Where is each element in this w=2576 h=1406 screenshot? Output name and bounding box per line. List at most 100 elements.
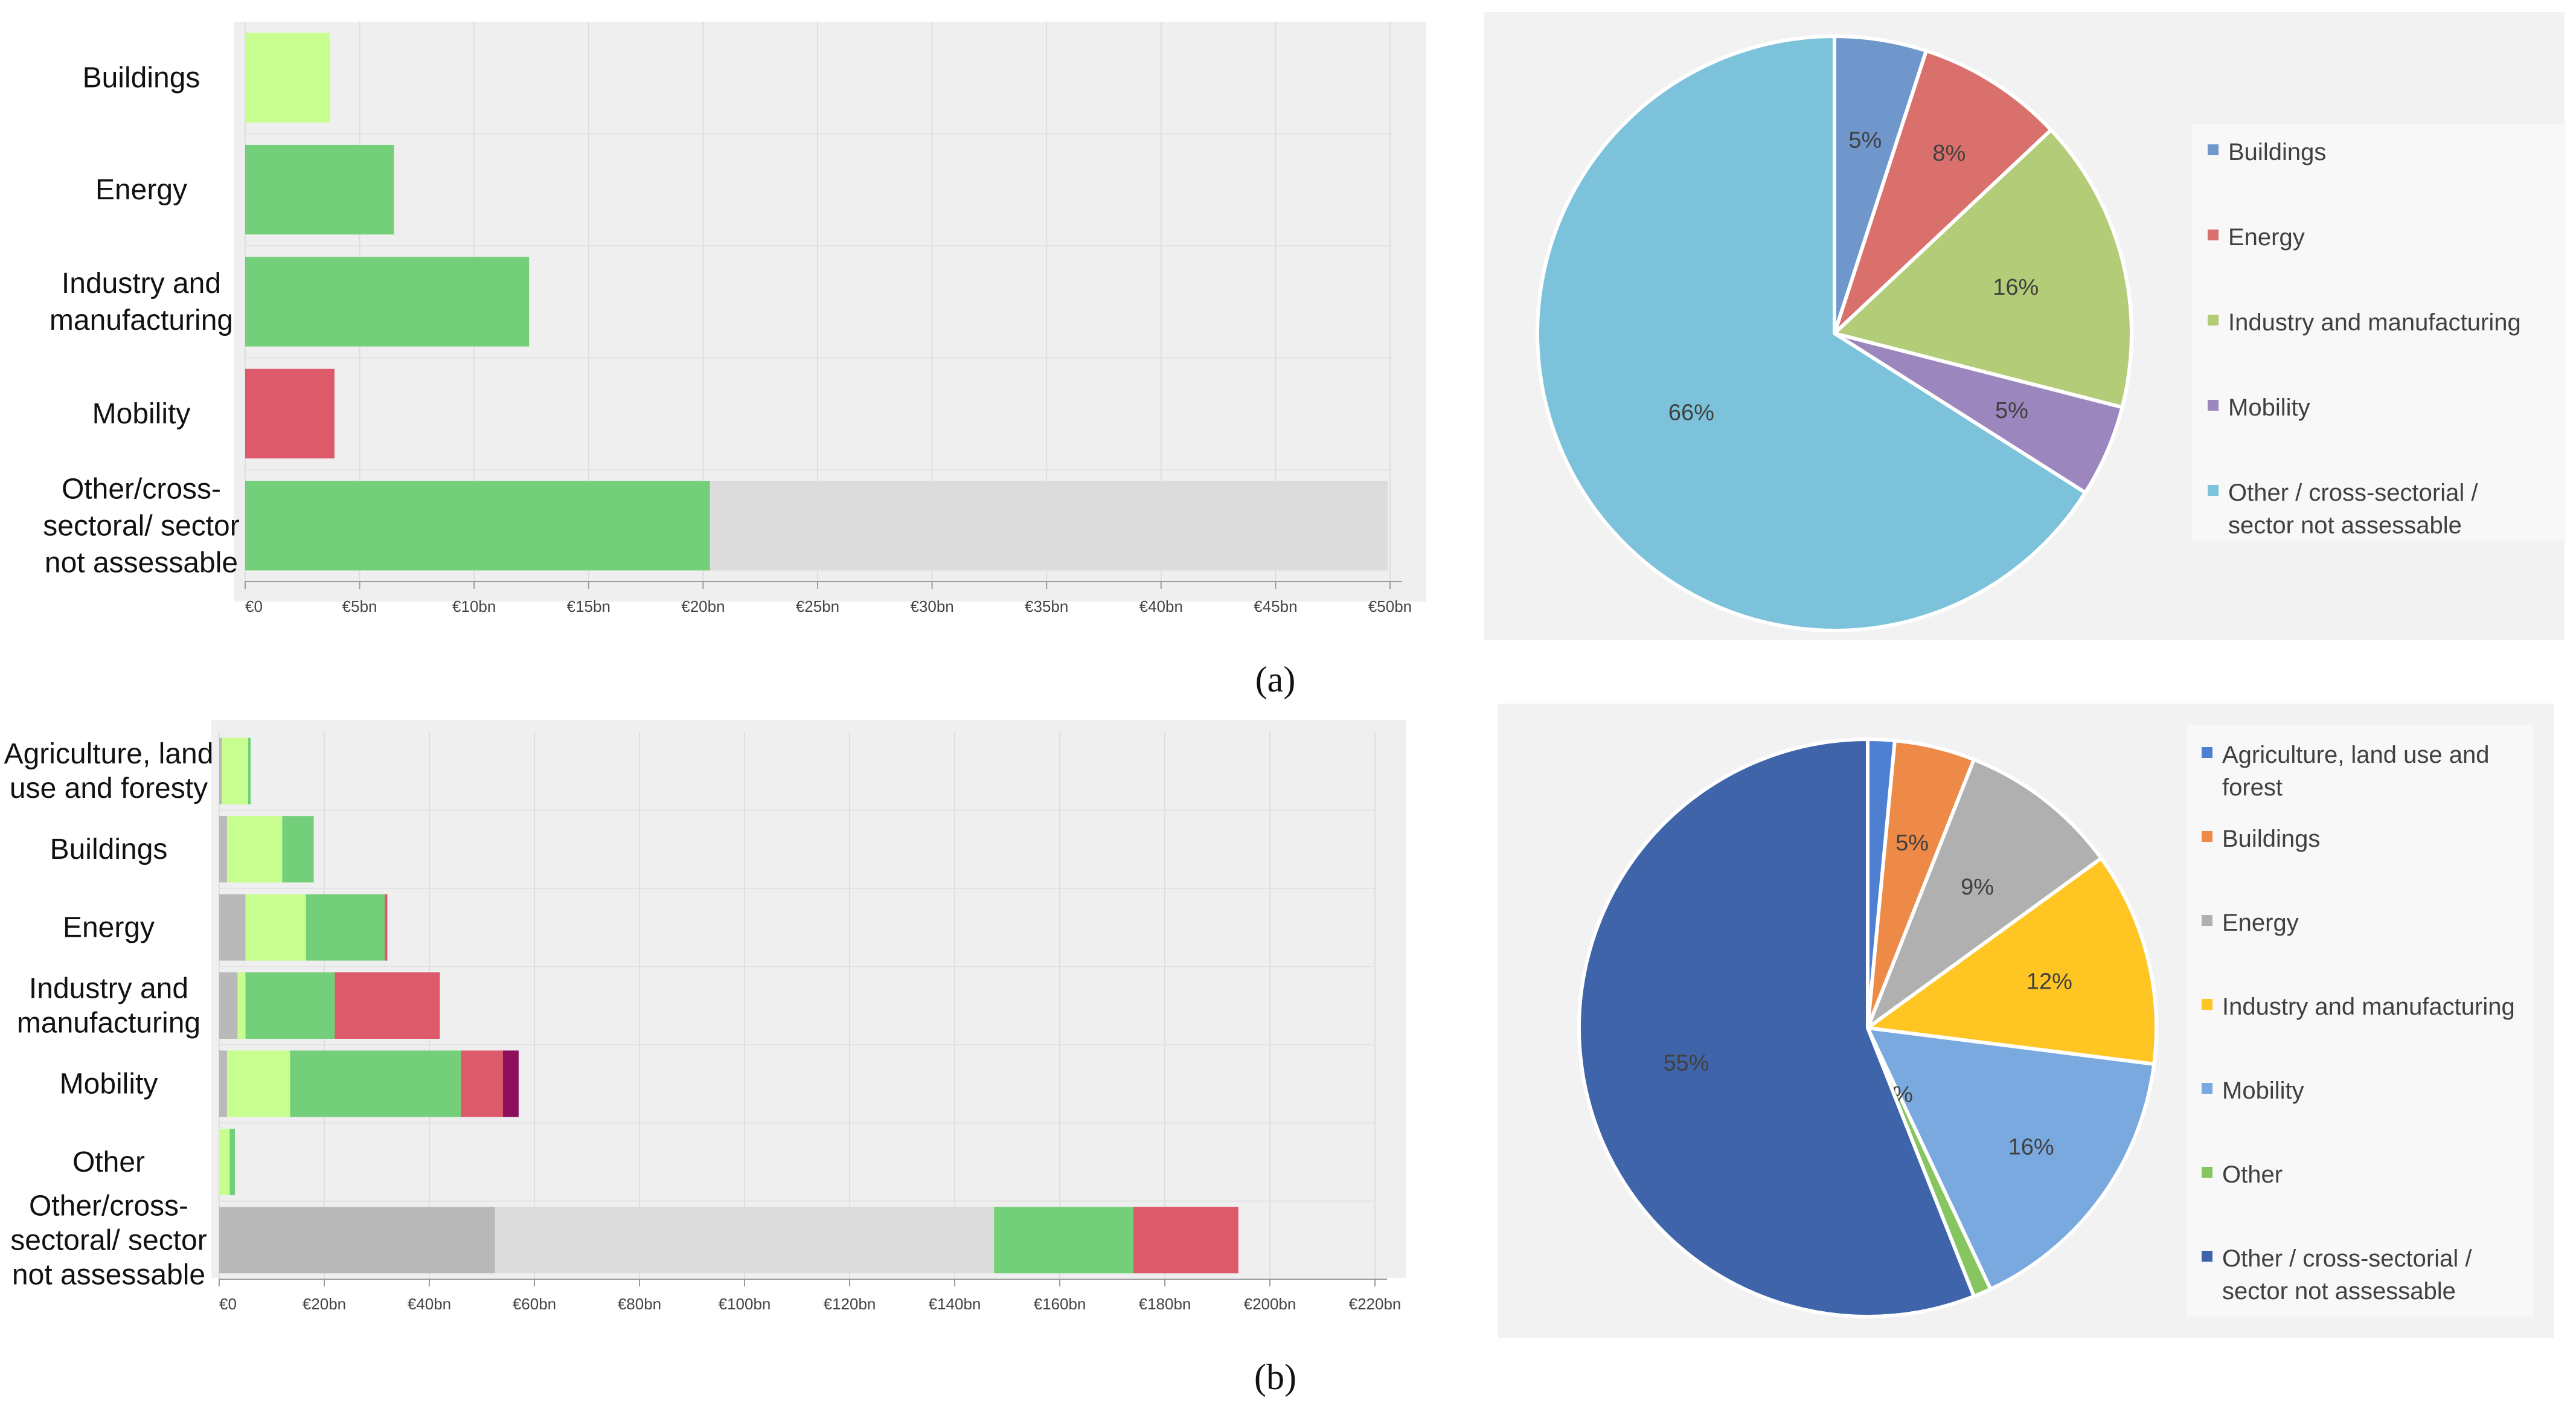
a-bar-tick-label: €5bn <box>342 597 377 615</box>
a-pie-slice-label: 66% <box>1668 400 1714 425</box>
a-bar-category-label: manufacturing <box>50 304 233 336</box>
b-bar-bar-green <box>306 894 385 961</box>
a-bar-tick-label: €45bn <box>1254 597 1297 615</box>
b-bar-tick-label: €0 <box>219 1295 237 1313</box>
a-pie-slice <box>1833 49 2053 335</box>
b-bar-tick-label: €140bn <box>929 1295 981 1313</box>
b-pie-slice-label: 55% <box>1663 1050 1709 1076</box>
b-bar-bar-light-green <box>227 816 283 883</box>
b-bar-bar-red <box>335 972 440 1039</box>
a-bar-category-label: Energy <box>95 174 187 206</box>
a-bar-category-label: Mobility <box>92 398 191 430</box>
a-pie-chart: 5% 8% 16% 5% 66% Buildings Energy Industry and … <box>1484 12 2566 640</box>
b-pie-legend-swatch <box>2202 1251 2212 1262</box>
b-pie-legend-label: Industry and manufacturing <box>2222 994 2515 1020</box>
b-pie-slice <box>1866 856 2158 1066</box>
a-pie-legend-swatch <box>2208 144 2219 155</box>
b-bar-bar-green <box>290 1050 461 1117</box>
a-pie-slice <box>1833 128 2133 409</box>
b-pie-legend-box <box>2186 725 2533 1317</box>
b-pie-slice-label: 16% <box>2008 1135 2054 1160</box>
b-pie-slice-label: 9% <box>1961 875 1994 900</box>
a-pie-slice-label: 16% <box>1993 275 2039 300</box>
b-bar-category-label: Other/cross- <box>29 1190 188 1222</box>
a-bar-category-label: Other/cross- <box>62 473 221 505</box>
b-pie-legend-swatch <box>2202 747 2212 758</box>
b-pie-slice <box>1577 737 1976 1318</box>
b-bar-category-label: Energy <box>63 912 155 944</box>
b-bar-bar-dark-grey <box>219 972 238 1039</box>
a-bar-tick-label: €30bn <box>910 597 953 615</box>
b-bar-bar-green <box>245 972 335 1039</box>
b-bar-bar-green <box>994 1207 1133 1274</box>
a-bar-bar-green <box>245 257 530 347</box>
b-bar-bar-light-green <box>227 1050 290 1117</box>
panel-label-b: (b) <box>1254 1357 1296 1397</box>
b-pie-legend-swatch <box>2202 999 2212 1010</box>
a-pie-slice-label: 5% <box>1848 127 1882 153</box>
a-pie-legend-box <box>2192 124 2566 541</box>
a-pie-legend-swatch <box>2208 400 2219 411</box>
b-bar-bar-light-green <box>222 737 248 804</box>
a-bar-tick-label: €35bn <box>1025 597 1068 615</box>
b-bar-category-label: sectoral/ sector <box>10 1224 207 1256</box>
b-bar-category-label: manufacturing <box>17 1007 200 1039</box>
b-bar-bar-dark-grey <box>219 816 228 883</box>
b-bar-tick-label: €160bn <box>1034 1295 1086 1313</box>
a-bar-category-label: Buildings <box>83 62 200 94</box>
a-bar-tick-label: €10bn <box>452 597 496 615</box>
b-pie-legend-label: Other <box>2222 1161 2283 1188</box>
b-bar-bar-dark-grey <box>219 737 222 804</box>
b-pie-legend-label: Buildings <box>2222 826 2320 852</box>
b-bar-bar-red <box>461 1050 503 1117</box>
b-pie-slice-label: 12% <box>2027 969 2072 995</box>
b-bar-tick-label: €220bn <box>1349 1295 1402 1313</box>
a-pie-slice <box>1536 34 2087 632</box>
b-bar-bar-light-green <box>219 1128 230 1195</box>
b-pie-legend-swatch <box>2202 915 2212 926</box>
a-bar-category-label: sectoral/ sector <box>43 510 239 542</box>
b-bar-tick-label: €80bn <box>618 1295 661 1313</box>
a-bar-chart: Buildings Energy Industry and manufacturing… <box>43 22 1426 615</box>
a-bar-bar-grey <box>710 481 1388 571</box>
a-bar-tick-label: €0 <box>245 597 263 615</box>
b-pie-legend-label: Other / cross-sectorial / <box>2222 1245 2472 1272</box>
a-bar-bar-red <box>245 368 335 459</box>
b-pie-legend-label: Agriculture, land use and <box>2222 742 2490 768</box>
b-bar-tick-label: €180bn <box>1139 1295 1191 1313</box>
b-bar-bar-red <box>385 894 388 961</box>
a-pie-legend-swatch <box>2208 315 2219 326</box>
a-bar-tick-label: €20bn <box>681 597 725 615</box>
b-pie-legend-label: forest <box>2222 774 2283 801</box>
b-bar-category-label: Industry and <box>29 973 188 1005</box>
b-pie-legend-label: sector not assessable <box>2222 1278 2456 1305</box>
a-pie-slice-label: 8% <box>1932 141 1966 166</box>
a-pie-legend-label: Energy <box>2228 224 2305 251</box>
b-pie-legend-label: Mobility <box>2222 1077 2304 1104</box>
b-pie-chart: 5%9%12%16%1%55%Agriculture, land use and… <box>1498 704 2554 1338</box>
b-bar-category-label: Other <box>72 1146 145 1178</box>
b-bar-category-label: Mobility <box>60 1068 158 1100</box>
b-bar-tick-label: €60bn <box>513 1295 556 1313</box>
a-pie-legend-label: Mobility <box>2228 394 2310 421</box>
b-pie-legend-swatch <box>2202 1167 2212 1178</box>
a-bar-bar-green <box>245 144 394 235</box>
b-pie-slice <box>1866 1026 2156 1291</box>
b-bar-bar-light-grey <box>495 1207 995 1274</box>
a-bar-tick-label: €50bn <box>1368 597 1412 615</box>
b-bar-category-label: not assessable <box>12 1259 205 1291</box>
a-pie-legend-swatch <box>2208 485 2219 496</box>
b-bar-tick-label: €200bn <box>1244 1295 1296 1313</box>
a-bar-tick-label: €25bn <box>796 597 839 615</box>
a-bar-category-label: Industry and <box>62 268 221 300</box>
a-pie-legend-label: Other / cross-sectorial / <box>2228 480 2478 506</box>
b-bar-category-label: use and foresty <box>10 772 208 804</box>
a-pie-slice-label: 5% <box>1995 398 2028 423</box>
a-pie-legend-label: Industry and manufacturing <box>2228 309 2521 336</box>
b-bar-bar-purple <box>502 1050 519 1117</box>
b-bar-bar-red <box>1133 1207 1238 1274</box>
a-pie-legend-label: Buildings <box>2228 139 2326 165</box>
panel-label-a: (a) <box>1255 660 1296 699</box>
